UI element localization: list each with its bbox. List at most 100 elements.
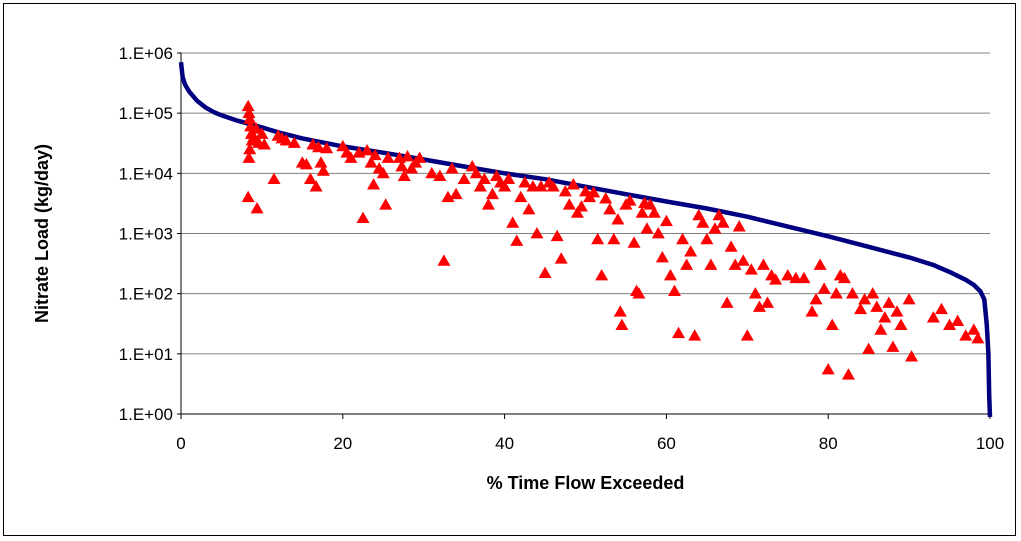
data-point-triangle: [255, 127, 269, 139]
data-point-triangle: [314, 156, 328, 168]
data-point-triangle: [574, 200, 588, 212]
data-point-triangle: [696, 216, 710, 228]
data-point-triangle: [405, 162, 419, 174]
y-tick-label: 1.E+02: [119, 285, 173, 304]
x-tick-label: 20: [333, 434, 352, 453]
data-point-triangle: [485, 187, 499, 200]
y-tick-label: 1.E+01: [119, 345, 173, 364]
y-tick-label: 1.E+05: [119, 104, 173, 123]
data-point-triangle: [667, 284, 681, 297]
data-point-triangle: [672, 326, 686, 339]
data-point-triangle: [437, 254, 451, 266]
data-point-triangle: [599, 192, 613, 204]
data-point-triangle: [886, 340, 900, 352]
data-point-triangle: [854, 302, 868, 315]
data-point-triangle: [781, 269, 795, 281]
data-point-triangle: [640, 222, 654, 234]
data-point-triangle: [821, 362, 835, 375]
x-tick-label: 60: [657, 434, 676, 453]
data-point-triangle: [554, 252, 568, 264]
data-point-triangle: [959, 329, 973, 341]
data-point-triangle: [587, 186, 601, 198]
data-point-triangle: [615, 318, 629, 331]
data-point-triangle: [473, 180, 487, 192]
data-point-triangle: [279, 134, 293, 146]
data-point-triangle: [502, 172, 516, 185]
data-point-triangle: [736, 254, 750, 266]
data-point-triangle: [752, 300, 766, 312]
data-point-triangle: [817, 282, 831, 294]
x-tick-label: 100: [976, 434, 1004, 453]
axes: [180, 53, 990, 415]
data-point-triangle: [570, 206, 584, 218]
data-point-triangle: [243, 112, 257, 124]
data-point-triangle: [951, 314, 965, 326]
data-point-triangle: [510, 234, 524, 246]
data-point-triangle: [368, 148, 382, 161]
data-point-triangle: [688, 329, 702, 341]
data-point-triangle: [837, 271, 851, 284]
data-point-triangle: [397, 169, 411, 181]
data-point-triangle: [401, 150, 415, 162]
data-point-triangle: [364, 156, 378, 168]
data-point-triangle: [538, 266, 552, 278]
data-point-triangle: [312, 140, 326, 153]
data-point-triangle: [303, 172, 317, 185]
data-point-triangle: [943, 318, 957, 331]
data-point-triangle: [267, 172, 281, 185]
data-point-triangle: [611, 213, 625, 225]
data-point-triangle: [558, 184, 572, 197]
data-point-triangle: [457, 172, 471, 185]
x-axis-tick-labels: 0 20 40 60 80 100: [176, 414, 1004, 453]
data-point-triangle: [530, 227, 544, 239]
data-point-triangle: [449, 187, 463, 200]
data-point-triangle: [870, 300, 884, 312]
data-point-triangle: [813, 258, 827, 270]
data-point-triangle: [708, 222, 722, 234]
data-point-triangle: [692, 208, 706, 221]
data-point-triangle: [413, 151, 427, 163]
data-point-triangle: [744, 263, 758, 275]
data-point-triangle: [874, 323, 888, 335]
data-point-triangle: [643, 198, 657, 210]
data-point-triangle: [379, 198, 393, 210]
data-point-triangle: [441, 190, 455, 203]
data-point-triangle: [635, 206, 649, 218]
horizontal-gridlines: [181, 52, 990, 355]
data-point-triangle: [360, 143, 374, 156]
data-point-triangle: [716, 216, 730, 228]
data-point-triangle: [395, 159, 409, 172]
data-point-triangle: [518, 176, 532, 188]
data-point-triangle: [728, 258, 742, 270]
data-point-triangle: [858, 292, 872, 305]
data-point-triangle: [704, 258, 718, 270]
data-point-triangle: [469, 166, 483, 179]
data-point-triangle: [769, 273, 783, 285]
data-point-triangle: [882, 296, 896, 308]
data-point-triangle: [841, 368, 855, 380]
data-point-triangle: [241, 99, 255, 112]
data-point-triangle: [761, 296, 775, 308]
data-point-triangle: [967, 323, 981, 335]
data-point-triangle: [595, 269, 609, 281]
data-point-triangle: [866, 287, 880, 299]
data-point-triangle: [740, 329, 754, 341]
data-point-triangle: [243, 142, 257, 155]
y-tick-label: 1.E+04: [119, 164, 173, 183]
data-point-triangle: [356, 211, 370, 224]
data-point-triangle: [257, 138, 271, 150]
data-point-triangle: [655, 250, 669, 263]
data-point-triangle: [647, 206, 661, 218]
data-point-triangle: [316, 164, 330, 176]
data-point-triangle: [934, 302, 948, 315]
data-point-triangle: [522, 203, 536, 215]
data-point-triangle: [381, 151, 395, 163]
data-point-triangle: [724, 240, 738, 252]
data-point-triangle: [425, 166, 439, 179]
data-point-triangle: [498, 180, 512, 192]
data-point-triangle: [676, 232, 690, 245]
data-point-triangle: [607, 232, 621, 245]
data-point-triangle: [566, 178, 580, 190]
data-point-triangle: [829, 287, 843, 299]
